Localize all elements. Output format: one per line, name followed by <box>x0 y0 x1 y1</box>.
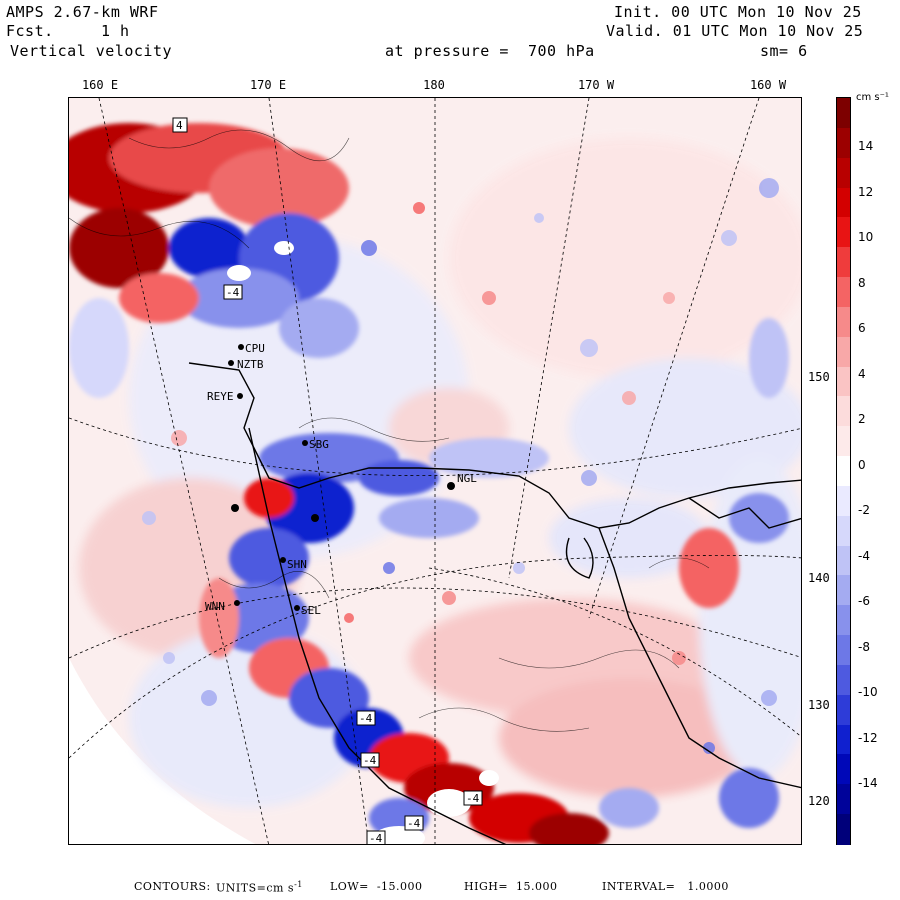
stations: CPU NZTB REYE SBG NGL SHN WNN SEL <box>205 342 477 617</box>
colorbar-tick-label: 0 <box>858 457 866 472</box>
colorbar-segment <box>837 575 850 606</box>
contour-label: 4 <box>176 119 183 132</box>
colorbar-unit: cm s⁻¹ <box>856 92 889 103</box>
colorbar-tick-label: 10 <box>858 230 874 244</box>
colorbar-tick-label: 14 <box>858 139 874 153</box>
lon-label-160e: 160 E <box>81 78 119 92</box>
lon-label-170e: 170 E <box>249 78 287 92</box>
station-label: NGL <box>457 472 477 485</box>
colorbar-segment <box>837 635 850 666</box>
station-label: SHN <box>287 558 307 571</box>
colorbar-segment <box>837 724 850 756</box>
colorbar-segment <box>837 277 850 308</box>
colorbar-segment <box>837 306 850 338</box>
colorbar-segment <box>837 396 850 427</box>
outside-domain <box>69 658 256 844</box>
colorbar-tick-label: -4 <box>858 548 870 563</box>
forecast-hour: 1 h <box>101 22 130 40</box>
footer-low: LOW= -15.000 <box>330 880 423 893</box>
colorbar-tick-label: -2 <box>858 503 870 517</box>
forecast-label: Fcst. <box>6 22 54 40</box>
station-label: CPU <box>245 342 265 355</box>
colorbar-segment <box>837 545 850 577</box>
colorbar-segment <box>837 605 850 636</box>
colorbar-segment <box>837 456 850 487</box>
field-name: Vertical velocity <box>10 42 173 60</box>
colorbar-segment <box>837 247 850 278</box>
vertical-velocity-map: 4 -4 -4 -4 -4 -4 -4 CPU NZTB REYE SBG NG… <box>69 98 801 845</box>
station-label: SBG <box>309 438 329 451</box>
contour-labels: 4 -4 -4 -4 -4 -4 -4 <box>172 117 483 845</box>
contour-label: -4 <box>226 286 240 299</box>
station-label: NZTB <box>237 358 264 371</box>
colorbar-segment <box>837 217 850 248</box>
colorbar-segment <box>837 98 850 129</box>
contour-label: -4 <box>369 832 383 845</box>
colorbar-tick-label: -14 <box>858 776 878 790</box>
colorbar-segment <box>837 784 850 815</box>
footer-interval: INTERVAL= 1.0000 <box>602 880 729 893</box>
footer-units: UNITS=cm s-1 <box>216 880 303 895</box>
colorbar-segment <box>837 127 850 159</box>
graticule <box>69 98 801 844</box>
colorbar-tick-label: 12 <box>858 184 874 199</box>
station-label: REYE <box>207 390 234 403</box>
smoothing: sm= 6 <box>760 42 808 60</box>
colorbar-tick-label: 8 <box>858 275 866 290</box>
contour-label: -4 <box>466 792 480 805</box>
colorbar-segment <box>837 426 850 457</box>
colorbar-segment <box>837 157 850 189</box>
pressure-level: at pressure = 700 hPa <box>385 42 595 60</box>
model-title: AMPS 2.67-km WRF <box>6 3 159 21</box>
colorbar-segment <box>837 664 850 696</box>
lon-label-170w: 170 W <box>577 78 615 92</box>
colorbar-tick-label: -10 <box>858 685 878 699</box>
lon-label-160w: 160 W <box>749 78 787 92</box>
colorbar-segment <box>837 366 850 397</box>
valid-time: Valid. 01 UTC Mon 10 Nov 25 <box>606 22 864 40</box>
colorbar-segment <box>837 515 850 547</box>
colorbar <box>836 97 851 845</box>
map-panel: 4 -4 -4 -4 -4 -4 -4 CPU NZTB REYE SBG NG… <box>68 97 802 845</box>
footer-contours: CONTOURS: <box>134 880 211 893</box>
init-time: Init. 00 UTC Mon 10 Nov 25 <box>614 3 862 21</box>
colorbar-tick-label: -8 <box>858 639 870 654</box>
colorbar-tick-label: 2 <box>858 412 866 426</box>
colorbar-segment <box>837 754 850 785</box>
colorbar-tick-label: -6 <box>858 594 870 608</box>
colorbar-segment <box>837 187 850 218</box>
colorbar-segment <box>837 485 850 517</box>
station-label: SEL <box>301 604 321 617</box>
footer-high: HIGH= 15.000 <box>464 880 558 893</box>
colorbar-tick-label: 6 <box>858 321 866 335</box>
colorbar-tick-label: 4 <box>858 366 866 381</box>
colorbar-segment <box>837 694 850 726</box>
contour-label: -4 <box>363 754 377 767</box>
colorbar-segment <box>837 814 850 845</box>
colorbar-segment <box>837 336 850 368</box>
contour-label: -4 <box>407 817 421 830</box>
coastline <box>188 362 801 844</box>
station-label: WNN <box>205 600 225 613</box>
contour-label: -4 <box>359 712 373 725</box>
colorbar-tick-label: -12 <box>858 730 878 745</box>
lon-label-180: 180 <box>423 78 445 92</box>
